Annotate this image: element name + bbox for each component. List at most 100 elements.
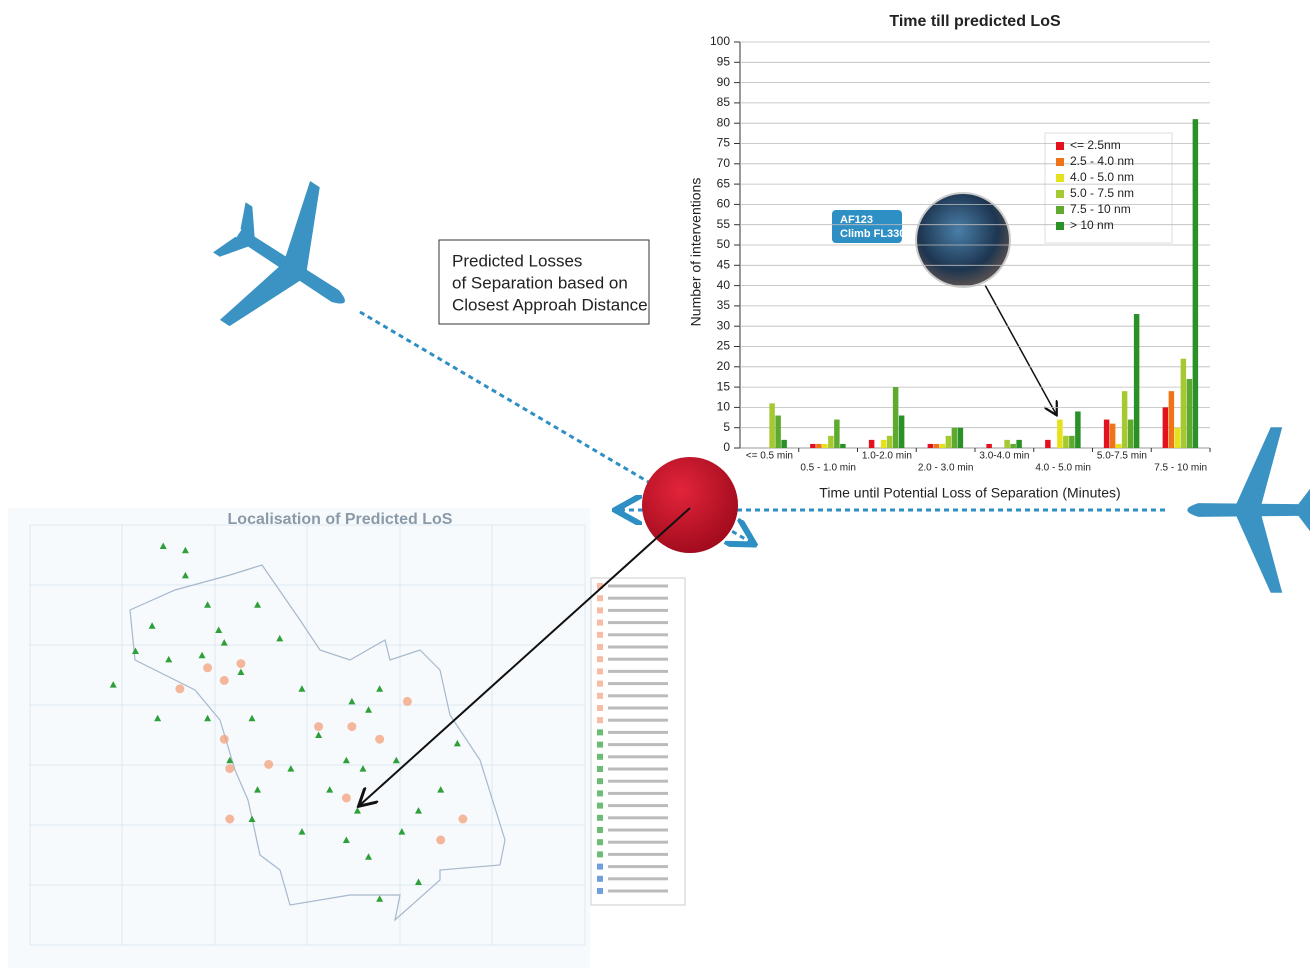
bar	[1163, 407, 1169, 448]
bar	[1016, 440, 1022, 448]
scatter-point	[220, 676, 229, 685]
bar	[887, 436, 893, 448]
legend-blur-swatch	[597, 888, 603, 894]
legend-label: 2.5 - 4.0 nm	[1070, 154, 1134, 168]
bar	[1110, 424, 1116, 448]
legend-blur-swatch	[597, 827, 603, 833]
photo	[916, 193, 1010, 287]
legend-blur-swatch	[597, 656, 603, 662]
bar	[899, 416, 905, 448]
scatter-point	[375, 735, 384, 744]
bar	[1128, 420, 1134, 448]
bar	[893, 387, 899, 448]
chart-title: Time till predicted LoS	[889, 13, 1061, 30]
legend-blur-swatch	[597, 803, 603, 809]
page: {"chart_data": [ {"type": "bar", "title"…	[0, 0, 1310, 968]
legend-swatch	[1056, 206, 1064, 214]
legend-blur-text	[608, 658, 668, 661]
bar	[822, 444, 828, 448]
bar	[781, 440, 787, 448]
legend-blur-text	[608, 792, 668, 795]
legend-blur-text	[608, 743, 668, 746]
legend-blur-text	[608, 841, 668, 844]
legend-blur-text	[608, 646, 668, 649]
y-tick-label: 10	[717, 400, 731, 414]
y-tick-label: 60	[717, 197, 731, 211]
airplane	[184, 158, 389, 372]
scatter-point	[203, 663, 212, 672]
bar	[810, 444, 816, 448]
bar	[834, 420, 840, 448]
legend-blur-swatch	[597, 668, 603, 674]
bar	[1181, 359, 1187, 448]
bar	[1122, 391, 1128, 448]
bar	[1193, 119, 1199, 448]
legend-blur-text	[608, 804, 668, 807]
x-tick-label: 1.0-2.0 min	[862, 451, 912, 462]
legend-label: <= 2.5nm	[1070, 138, 1121, 152]
callout-text: Climb FL330	[840, 228, 905, 240]
scatter-point	[342, 794, 351, 803]
y-tick-label: 50	[717, 237, 731, 251]
legend-blur-text	[608, 877, 668, 880]
legend-blur-swatch	[597, 620, 603, 626]
legend-blur-swatch	[597, 632, 603, 638]
legend-blur-text	[608, 731, 668, 734]
note-line: of Separation based on	[452, 273, 628, 292]
legend-blur-swatch	[597, 693, 603, 699]
x-tick-label: 7.5 - 10 min	[1154, 463, 1207, 474]
bar	[828, 436, 834, 448]
scatter-point	[225, 764, 234, 773]
bar	[816, 444, 822, 448]
legend-blur-text	[608, 707, 668, 710]
legend-blur-swatch	[597, 815, 603, 821]
scatter-point	[403, 697, 412, 706]
scatter-point	[220, 735, 229, 744]
legend-blur-text	[608, 865, 668, 868]
bar	[869, 440, 875, 448]
bar	[1134, 314, 1140, 448]
legend-blur-text	[608, 682, 668, 685]
legend-label: 5.0 - 7.5 nm	[1070, 186, 1134, 200]
airplane	[1187, 427, 1310, 593]
legend-blur-text	[608, 768, 668, 771]
legend-blur-swatch	[597, 607, 603, 613]
bar	[1116, 444, 1122, 448]
y-tick-label: 0	[723, 440, 730, 454]
y-tick-label: 30	[717, 318, 731, 332]
legend-blur-swatch	[597, 864, 603, 870]
y-tick-label: 85	[717, 95, 731, 109]
legend-swatch	[1056, 222, 1064, 230]
y-tick-label: 55	[717, 217, 731, 231]
y-tick-label: 95	[717, 54, 731, 68]
bar	[958, 428, 964, 448]
legend-blur-text	[608, 890, 668, 893]
legend-blur-swatch	[597, 595, 603, 601]
legend-blur-text	[608, 780, 668, 783]
bar	[775, 416, 781, 448]
legend-label: 7.5 - 10 nm	[1070, 202, 1131, 216]
legend-blur-text	[608, 609, 668, 612]
bar	[1063, 436, 1069, 448]
legend-blur-text	[608, 719, 668, 722]
bar	[1075, 411, 1081, 448]
legend-blur-text	[608, 829, 668, 832]
legend-blur-swatch	[597, 876, 603, 882]
legend-blur-text	[608, 585, 668, 588]
legend-blur-swatch	[597, 790, 603, 796]
bar	[769, 403, 775, 448]
y-tick-label: 100	[710, 34, 730, 48]
pointer-arrow	[985, 285, 1056, 414]
legend-blur-text	[608, 816, 668, 819]
bar	[1010, 444, 1016, 448]
legend-blur-swatch	[597, 681, 603, 687]
y-tick-label: 65	[717, 176, 731, 190]
bar	[1069, 436, 1075, 448]
legend-blur-swatch	[597, 705, 603, 711]
y-tick-label: 15	[717, 379, 731, 393]
legend-blur-text	[608, 694, 668, 697]
note-line: Predicted Losses	[452, 251, 582, 270]
scatter-point	[314, 722, 323, 731]
scatter-point	[436, 836, 445, 845]
x-tick-label: <= 0.5 min	[746, 451, 793, 462]
